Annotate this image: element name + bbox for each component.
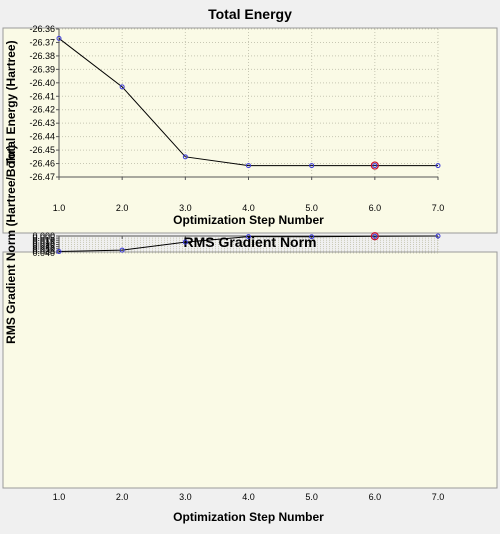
data-point[interactable] <box>435 163 441 169</box>
y-axis-label: RMS Gradient Norm (Hartree/Bohr) <box>4 145 18 344</box>
series-line <box>58 235 439 253</box>
data-point[interactable] <box>246 234 251 240</box>
y-tick-label: -26.46 <box>29 159 55 169</box>
data-point[interactable] <box>435 233 441 239</box>
x-axis-label: Optimization Step Number <box>173 510 324 524</box>
y-tick-label: -26.38 <box>29 51 55 61</box>
plot-frame <box>2 251 498 489</box>
x-tick-label: 2.0 <box>116 203 129 213</box>
chart-2: 0.0400.0350.0300.0250.0200.0150.0100.005… <box>2 145 498 524</box>
highlighted-data-point[interactable] <box>370 232 379 241</box>
chart-title: RMS Gradient Norm <box>183 234 316 250</box>
x-tick-label: 1.0 <box>53 203 66 213</box>
y-axis-label: Total Energy (Hartree) <box>4 40 18 165</box>
y-tick-label: -26.39 <box>29 64 55 74</box>
y-tick-label: -26.37 <box>29 37 55 47</box>
y-tick-label: 0.040 <box>32 248 55 258</box>
chart-title: Total Energy <box>208 6 292 22</box>
y-tick-label: 0.010 <box>32 235 55 245</box>
x-tick-label: 4.0 <box>242 492 255 502</box>
y-tick-label: 0.035 <box>32 246 55 256</box>
y-tick-label: -26.41 <box>29 91 55 101</box>
data-point[interactable] <box>182 154 188 160</box>
chart-1: -26.36 -26.37 -26.38 -26.39 -26.40 -26.41 -26.… <box>2 6 498 234</box>
y-tick-label: -26.43 <box>29 118 55 128</box>
y-tick-label: 0.025 <box>32 242 55 252</box>
data-point[interactable] <box>309 163 315 169</box>
y-tick-label: 0.005 <box>32 233 55 243</box>
y-tick-label: -26.42 <box>29 105 55 115</box>
x-tick-label: 5.0 <box>305 492 318 502</box>
series-line <box>58 38 438 167</box>
y-tick-label: 0.030 <box>32 244 55 254</box>
data-point[interactable] <box>182 239 188 245</box>
y-tick-label: 0.020 <box>32 240 55 250</box>
x-tick-label: 7.0 <box>432 492 445 502</box>
highlighted-data-point[interactable] <box>370 161 379 170</box>
data-point[interactable] <box>309 234 315 240</box>
x-tick-label: 2.0 <box>116 492 129 502</box>
x-tick-label: 6.0 <box>369 203 382 213</box>
data-point[interactable] <box>119 247 125 253</box>
x-tick-label: 5.0 <box>305 203 318 213</box>
y-tick-label: 0.015 <box>32 237 55 247</box>
y-tick-label: -26.45 <box>29 145 55 155</box>
data-point[interactable] <box>246 163 251 169</box>
plot-frame <box>2 27 498 234</box>
y-tick-label: -26.47 <box>29 172 55 182</box>
y-tick-label: -26.40 <box>29 78 55 88</box>
y-tick-label: -26.44 <box>29 132 55 142</box>
y-tick-label: -26.36 <box>29 24 55 34</box>
x-tick-label: 7.0 <box>432 203 445 213</box>
x-tick-label: 3.0 <box>179 203 192 213</box>
data-point[interactable] <box>372 163 378 169</box>
x-tick-label: 1.0 <box>53 492 66 502</box>
x-tick-label: 6.0 <box>369 492 382 502</box>
x-tick-label: 4.0 <box>242 203 255 213</box>
data-point[interactable] <box>372 233 378 239</box>
y-tick-label: 0.000 <box>32 231 55 241</box>
x-tick-label: 3.0 <box>179 492 192 502</box>
x-axis-label: Optimization Step Number <box>173 213 324 227</box>
data-point[interactable] <box>56 249 62 255</box>
data-point[interactable] <box>56 35 62 41</box>
data-point[interactable] <box>119 84 125 90</box>
